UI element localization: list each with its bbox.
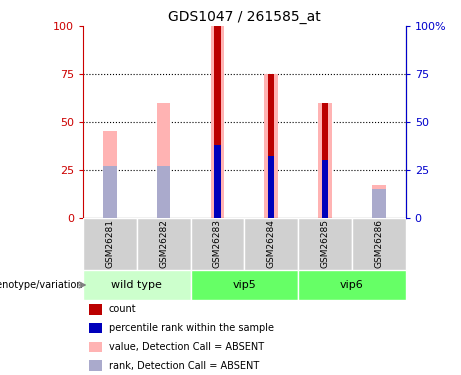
Text: genotype/variation: genotype/variation bbox=[0, 280, 83, 290]
Text: GSM26283: GSM26283 bbox=[213, 219, 222, 268]
Bar bbox=[103, 166, 117, 218]
Bar bbox=[298, 217, 352, 270]
Bar bbox=[268, 156, 274, 218]
Bar bbox=[268, 74, 274, 217]
Bar bbox=[372, 189, 385, 217]
Bar bbox=[190, 217, 244, 270]
Bar bbox=[265, 74, 278, 217]
Title: GDS1047 / 261585_at: GDS1047 / 261585_at bbox=[168, 10, 321, 24]
Text: value, Detection Call = ABSENT: value, Detection Call = ABSENT bbox=[109, 342, 264, 352]
Bar bbox=[103, 132, 117, 218]
Text: GSM26282: GSM26282 bbox=[159, 219, 168, 268]
Bar bbox=[89, 323, 102, 333]
Text: GSM26285: GSM26285 bbox=[320, 219, 330, 268]
Bar bbox=[83, 217, 137, 270]
Text: rank, Detection Call = ABSENT: rank, Detection Call = ABSENT bbox=[109, 361, 259, 370]
Bar bbox=[211, 26, 224, 218]
Text: percentile rank within the sample: percentile rank within the sample bbox=[109, 323, 274, 333]
Bar bbox=[318, 103, 332, 218]
Text: GSM26281: GSM26281 bbox=[106, 219, 114, 268]
Bar bbox=[157, 166, 171, 218]
Bar bbox=[352, 217, 406, 270]
Bar bbox=[89, 360, 102, 371]
Bar bbox=[190, 270, 298, 300]
Text: vip5: vip5 bbox=[232, 280, 256, 290]
Bar bbox=[137, 217, 190, 270]
Bar bbox=[214, 145, 221, 218]
Bar bbox=[322, 103, 328, 218]
Text: GSM26286: GSM26286 bbox=[374, 219, 383, 268]
Text: vip6: vip6 bbox=[340, 280, 364, 290]
Text: wild type: wild type bbox=[111, 280, 162, 290]
Bar bbox=[322, 160, 328, 218]
Bar bbox=[89, 342, 102, 352]
Bar bbox=[298, 270, 406, 300]
Bar bbox=[372, 185, 385, 218]
Text: count: count bbox=[109, 304, 136, 314]
Bar bbox=[89, 304, 102, 315]
Text: GSM26284: GSM26284 bbox=[267, 219, 276, 268]
Bar bbox=[157, 103, 171, 218]
Bar bbox=[244, 217, 298, 270]
Bar bbox=[83, 270, 190, 300]
Bar bbox=[214, 26, 221, 218]
